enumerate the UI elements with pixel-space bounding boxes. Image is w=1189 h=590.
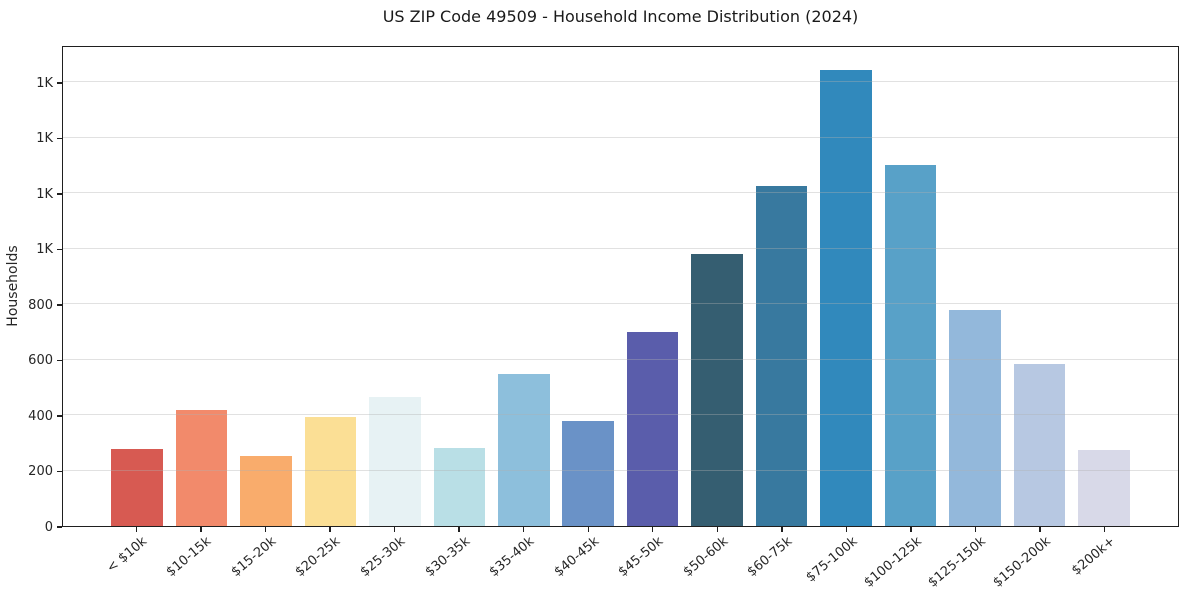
gridline	[63, 469, 1178, 471]
x-tick-mark	[522, 527, 525, 532]
bar-$45-50k	[626, 331, 679, 526]
bar-$10-15k	[175, 409, 228, 526]
bar-$50-60k	[691, 254, 743, 526]
y-tick-mark	[57, 137, 62, 140]
gridline	[63, 414, 1178, 416]
x-tick-label: $40-45k	[551, 534, 602, 580]
x-tick-label: $30-35k	[422, 534, 473, 580]
y-tick-label: 1K	[36, 75, 53, 91]
x-tick-label: $15-20k	[228, 534, 280, 580]
x-tick-label: $25-30k	[357, 534, 409, 580]
y-tick-label: 400	[28, 408, 53, 424]
bar-$15-20k	[240, 455, 292, 526]
gridline	[63, 81, 1178, 83]
y-tick-label: 600	[28, 353, 53, 369]
y-tick-label: 1K	[36, 131, 53, 147]
x-tick-mark	[200, 527, 202, 532]
y-tick-mark	[57, 248, 62, 251]
y-axis-label: Households	[5, 245, 21, 327]
y-tick-label: 800	[28, 297, 53, 313]
x-tick-label: $20-25k	[292, 534, 344, 580]
x-tick-mark	[716, 527, 719, 532]
x-tick-mark	[458, 527, 460, 532]
x-tick-mark	[1104, 527, 1106, 532]
x-tick-mark	[781, 527, 783, 532]
gridline	[63, 358, 1178, 360]
bar-< $10k	[111, 449, 163, 526]
bar-$75-100k	[820, 69, 872, 526]
x-tick-label: $35-40k	[486, 534, 538, 580]
x-tick-mark	[329, 527, 331, 532]
bar-$60-75k	[755, 185, 808, 526]
y-tick-label: 200	[28, 464, 53, 480]
y-tick-label: 1K	[36, 242, 53, 258]
x-tick-label: < $10k	[103, 534, 150, 576]
x-tick-mark	[910, 527, 912, 532]
x-tick-label: $150-200k	[990, 534, 1054, 590]
y-tick-mark	[57, 526, 62, 528]
y-tick-label: 1K	[36, 186, 53, 202]
x-tick-mark	[135, 527, 137, 532]
y-tick-label: 0	[44, 519, 53, 535]
plot-area	[62, 46, 1179, 527]
bar-$25-30k	[369, 397, 421, 526]
x-tick-mark	[1039, 527, 1041, 532]
gridline	[63, 247, 1178, 249]
y-tick-mark	[57, 193, 62, 195]
x-tick-label: $75-100k	[803, 534, 861, 586]
x-tick-mark	[264, 527, 267, 532]
y-tick-mark	[57, 415, 62, 417]
x-tick-mark	[652, 527, 654, 532]
x-tick-label: $50-60k	[680, 534, 731, 580]
x-tick-mark	[974, 527, 977, 532]
bar-$100-125k	[884, 164, 937, 526]
y-tick-mark	[57, 82, 62, 84]
x-tick-label: $10-15k	[163, 534, 215, 580]
x-tick-label: $60-75k	[744, 534, 796, 580]
bar-$200k+	[1078, 449, 1130, 526]
y-tick-mark	[57, 304, 62, 306]
bar-$125-150k	[949, 309, 1001, 526]
x-tick-label: $100-125k	[861, 534, 925, 590]
y-tick-mark	[57, 359, 62, 362]
gridline	[63, 303, 1178, 305]
x-tick-label: $45-50k	[615, 534, 667, 580]
x-tick-mark	[845, 527, 848, 532]
x-tick-label: $200k+	[1069, 534, 1119, 579]
chart-title: US ZIP Code 49509 - Household Income Dis…	[382, 7, 859, 26]
x-tick-mark	[587, 527, 589, 532]
gridline	[63, 192, 1178, 194]
x-tick-label: $125-150k	[925, 534, 990, 590]
bar-$30-35k	[433, 447, 486, 526]
bar-$20-25k	[304, 416, 357, 526]
bar-$35-40k	[498, 374, 550, 526]
bar-$150-200k	[1013, 363, 1066, 526]
gridline	[63, 136, 1178, 138]
y-tick-mark	[57, 470, 62, 473]
x-tick-mark	[393, 527, 396, 532]
bar-$40-45k	[562, 421, 615, 526]
